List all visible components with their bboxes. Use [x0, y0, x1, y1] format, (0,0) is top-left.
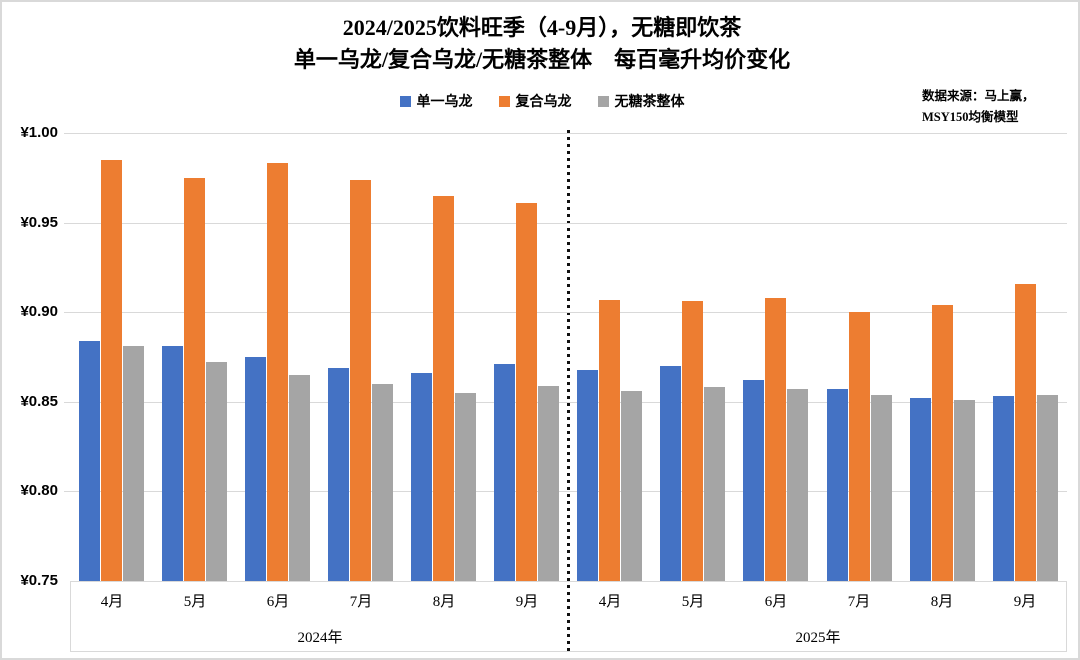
month-label: 8月	[432, 594, 456, 610]
year-label-2025: 2025年	[795, 630, 841, 646]
month-label: 5月	[183, 594, 207, 610]
bar-复合乌龙	[682, 301, 703, 581]
y-axis-tick-label: ¥1.00	[20, 124, 58, 141]
y-axis-tick-label: ¥0.80	[20, 482, 58, 499]
month-label: 4月	[100, 594, 124, 610]
month-label: 8月	[930, 594, 954, 610]
bar-无糖茶整体	[123, 346, 144, 581]
bar-无糖茶整体	[289, 375, 310, 581]
gridline	[64, 223, 1067, 224]
bar-复合乌龙	[516, 203, 537, 581]
month-label: 7月	[349, 594, 373, 610]
y-axis-tick-label: ¥0.95	[20, 214, 58, 231]
chart-legend: 单一乌龙 复合乌龙 无糖茶整体	[2, 91, 1078, 111]
bar-复合乌龙	[101, 160, 122, 581]
month-label: 9月	[515, 594, 539, 610]
bar-无糖茶整体	[455, 393, 476, 581]
gridline	[64, 312, 1067, 313]
chart-title-line2: 单一乌龙/复合乌龙/无糖茶整体 每百毫升均价变化	[293, 47, 791, 72]
month-label: 6月	[266, 594, 290, 610]
legend-swatch-sugarfree-tea-overall	[597, 95, 609, 107]
legend-swatch-single-oolong	[399, 95, 411, 107]
bar-单一乌龙	[328, 368, 349, 581]
year-label-2024: 2024年	[297, 630, 343, 646]
bar-复合乌龙	[765, 298, 786, 581]
bar-复合乌龙	[849, 312, 870, 581]
y-axis-tick-label: ¥0.90	[20, 303, 58, 320]
bar-复合乌龙	[1015, 284, 1036, 581]
bar-单一乌龙	[411, 373, 432, 581]
bar-单一乌龙	[494, 364, 515, 581]
bar-无糖茶整体	[206, 362, 227, 581]
month-label: 6月	[764, 594, 788, 610]
bar-复合乌龙	[267, 163, 288, 581]
data-source-line1: 数据来源：马上赢，	[922, 89, 1035, 103]
bar-单一乌龙	[910, 398, 931, 581]
bar-无糖茶整体	[954, 400, 975, 581]
month-label: 4月	[598, 594, 622, 610]
data-source-line2: MSY150均衡模型	[922, 110, 1019, 124]
month-label: 7月	[847, 594, 871, 610]
bar-复合乌龙	[184, 178, 205, 581]
period-divider-dotted-line	[567, 130, 570, 654]
bar-复合乌龙	[433, 196, 454, 581]
bar-单一乌龙	[577, 370, 598, 581]
bar-单一乌龙	[245, 357, 266, 581]
bar-单一乌龙	[827, 389, 848, 581]
bar-单一乌龙	[660, 366, 681, 581]
gridline	[64, 402, 1067, 403]
bar-无糖茶整体	[871, 395, 892, 581]
bar-复合乌龙	[350, 180, 371, 581]
chart-title-line1: 2024/2025饮料旺季（4-9月），无糖即饮茶	[342, 15, 742, 40]
bar-单一乌龙	[162, 346, 183, 581]
legend-item-single-oolong: 单一乌龙	[399, 91, 473, 111]
legend-item-sugarfree-tea-overall: 无糖茶整体	[597, 91, 685, 111]
bar-单一乌龙	[993, 396, 1014, 581]
month-label: 9月	[1013, 594, 1037, 610]
legend-item-blend-oolong: 复合乌龙	[498, 91, 572, 111]
bar-无糖茶整体	[621, 391, 642, 581]
bar-无糖茶整体	[787, 389, 808, 581]
bar-无糖茶整体	[538, 386, 559, 581]
gridline	[64, 133, 1067, 134]
y-axis-tick-label: ¥0.85	[20, 393, 58, 410]
gridline	[64, 491, 1067, 492]
legend-label-sugarfree-tea-overall: 无糖茶整体	[614, 95, 685, 110]
bar-单一乌龙	[743, 380, 764, 581]
bar-复合乌龙	[599, 300, 620, 581]
bar-无糖茶整体	[1037, 395, 1058, 581]
bar-复合乌龙	[932, 305, 953, 581]
legend-swatch-blend-oolong	[498, 95, 510, 107]
bar-单一乌龙	[79, 341, 100, 581]
data-source-note: 数据来源：马上赢， MSY150均衡模型	[922, 86, 1072, 128]
month-label: 5月	[681, 594, 705, 610]
y-axis-tick-label: ¥0.75	[20, 572, 58, 589]
chart-title: 2024/2025饮料旺季（4-9月），无糖即饮茶 单一乌龙/复合乌龙/无糖茶整…	[2, 12, 1078, 76]
bar-无糖茶整体	[704, 387, 725, 581]
legend-label-single-oolong: 单一乌龙	[416, 95, 473, 110]
legend-label-blend-oolong: 复合乌龙	[515, 95, 572, 110]
bar-无糖茶整体	[372, 384, 393, 581]
